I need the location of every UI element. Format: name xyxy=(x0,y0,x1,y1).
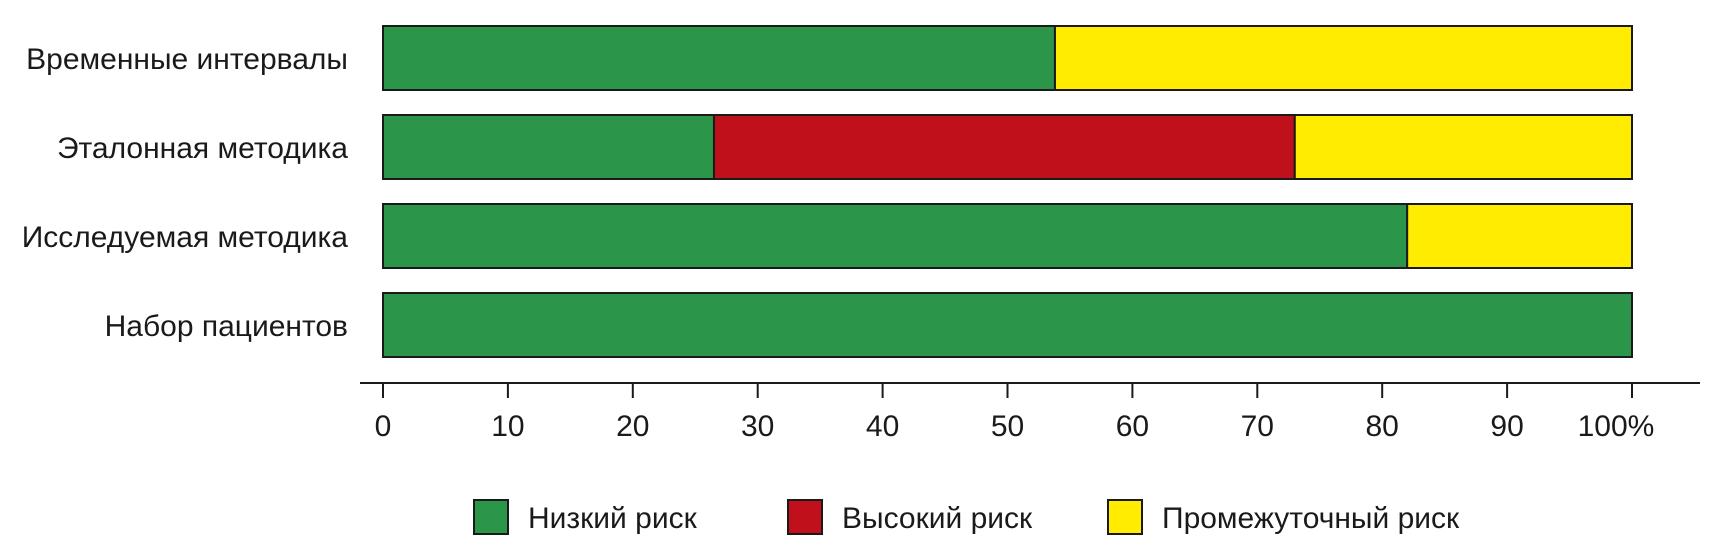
x-tick-label: 10 xyxy=(491,410,524,443)
bar-segment xyxy=(382,114,715,180)
x-tick-label: 80 xyxy=(1366,410,1399,443)
category-label: Набор пациентов xyxy=(105,310,348,343)
bars-group xyxy=(382,25,1634,358)
legend-label: Промежуточный риск xyxy=(1162,502,1460,535)
category-label: Эталонная методика xyxy=(57,132,348,165)
legend-label: Низкий риск xyxy=(528,502,698,535)
x-tick-label: 60 xyxy=(1116,410,1149,443)
bar-segment xyxy=(1053,25,1634,91)
x-tick-label: 20 xyxy=(616,410,649,443)
category-labels: Временные интервалы Эталонная методика Исс… xyxy=(22,43,349,343)
x-axis-ticks: 0 10 20 30 40 50 60 70 80 90 100% xyxy=(375,383,1655,443)
legend-swatch xyxy=(1107,499,1143,535)
legend-swatch xyxy=(473,499,509,535)
bar-segment xyxy=(1293,114,1634,180)
x-tick-label: 90 xyxy=(1490,410,1523,443)
bar-segment xyxy=(712,114,1296,180)
x-tick-label: 50 xyxy=(991,410,1024,443)
bar-segment xyxy=(1406,203,1634,269)
x-tick-label: 70 xyxy=(1241,410,1274,443)
x-tick-label: 30 xyxy=(741,410,774,443)
category-label: Исследуемая методика xyxy=(22,221,349,254)
bar-segment xyxy=(382,25,1056,91)
category-label: Временные интервалы xyxy=(26,43,348,76)
x-tick-label: 100% xyxy=(1578,410,1655,443)
legend-label: Высокий риск xyxy=(842,502,1033,535)
legend: Низкий риск Высокий риск Промежуточный рис… xyxy=(473,499,1460,535)
bar-segment xyxy=(382,203,1409,269)
x-tick-label: 0 xyxy=(375,410,392,443)
bar-segment xyxy=(382,292,1633,358)
legend-swatch xyxy=(787,499,823,535)
x-tick-label: 40 xyxy=(866,410,899,443)
